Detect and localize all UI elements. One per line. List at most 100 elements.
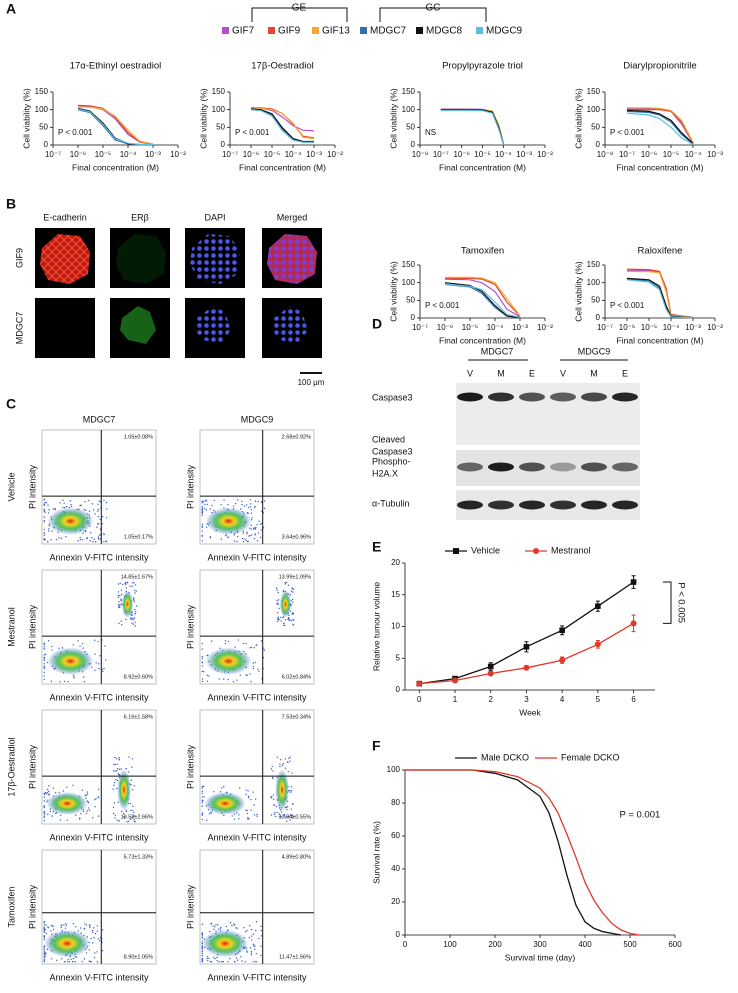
event-dot xyxy=(201,950,203,953)
event-dot xyxy=(118,601,120,603)
annotation: P = 0.001 xyxy=(620,810,661,821)
event-dot xyxy=(248,936,251,939)
event-dot xyxy=(284,758,287,760)
event-dot xyxy=(233,813,236,815)
blot-band xyxy=(519,462,545,472)
event-dot xyxy=(253,945,255,947)
y-axis-label: PI intensity xyxy=(185,744,195,789)
event-dot xyxy=(253,804,255,806)
marker xyxy=(416,680,423,687)
event-dot xyxy=(113,802,116,804)
x-tick-label: 10⁻³ xyxy=(516,150,532,159)
y-axis-label: Cell viability (%) xyxy=(198,88,208,149)
event-dot xyxy=(206,674,208,677)
event-dot xyxy=(44,539,46,541)
density-blob xyxy=(117,769,131,811)
event-dot xyxy=(259,536,262,539)
event-dot xyxy=(248,817,250,820)
event-dot xyxy=(89,925,91,927)
event-dot xyxy=(232,505,235,508)
event-dot xyxy=(251,534,253,536)
event-dot xyxy=(64,927,67,929)
event-dot xyxy=(97,538,100,540)
series-line xyxy=(626,270,694,318)
event-dot xyxy=(206,503,208,506)
event-dot xyxy=(99,528,102,530)
event-dot xyxy=(283,813,286,816)
event-dot xyxy=(275,815,277,818)
event-dot xyxy=(54,792,57,794)
series-line xyxy=(251,107,315,140)
series-line xyxy=(444,283,521,318)
event-dot xyxy=(250,503,252,505)
event-dot xyxy=(47,512,50,514)
y-tick-label: 0 xyxy=(44,140,49,149)
annotation: P < 0.001 xyxy=(425,301,460,310)
legend-marker xyxy=(453,548,459,554)
x-tick-label: 0 xyxy=(403,940,408,949)
event-dot xyxy=(201,787,203,789)
quadrant-lines xyxy=(200,430,314,544)
event-dot xyxy=(241,960,243,962)
event-dot xyxy=(67,681,69,683)
event-dot xyxy=(209,537,212,539)
event-dot xyxy=(126,581,128,584)
event-dot xyxy=(43,819,45,822)
y-axis-label: PI intensity xyxy=(185,604,195,649)
axis xyxy=(419,92,545,146)
event-dot xyxy=(254,500,257,502)
event-dot xyxy=(91,929,94,932)
event-dot xyxy=(201,540,203,542)
event-dot xyxy=(254,527,256,529)
event-dot xyxy=(250,798,252,801)
event-dot xyxy=(201,500,203,503)
event-dot xyxy=(201,657,203,660)
event-dot xyxy=(43,927,45,930)
event-dot xyxy=(43,800,45,802)
x-axis-label: Final concentration (M) xyxy=(72,162,159,172)
event-dot xyxy=(242,541,245,543)
event-dot xyxy=(47,790,50,793)
event-dot xyxy=(67,958,69,961)
event-dot xyxy=(201,933,203,935)
y-tick-label: 0 xyxy=(411,140,416,149)
event-dot xyxy=(43,946,45,948)
series-line xyxy=(444,282,521,319)
event-dot xyxy=(235,957,238,959)
cell-cluster xyxy=(120,306,156,344)
event-dot xyxy=(246,812,249,815)
quadrant-lines xyxy=(42,850,156,964)
y-tick-label: 150 xyxy=(587,87,601,96)
event-dot xyxy=(43,521,45,523)
quadrant-value: 11.47±1.56% xyxy=(279,954,311,960)
event-dot xyxy=(92,817,94,819)
event-dot xyxy=(201,949,203,951)
event-dot xyxy=(246,541,249,543)
event-dot xyxy=(121,624,123,626)
blot-band xyxy=(581,500,607,510)
event-dot xyxy=(201,680,204,683)
event-dot xyxy=(91,503,93,505)
event-dot xyxy=(120,589,123,592)
event-dot xyxy=(84,794,86,797)
event-dot xyxy=(101,949,104,952)
x-tick-label: 10⁻⁵ xyxy=(264,150,280,159)
blot-band xyxy=(457,462,483,472)
blot-band xyxy=(612,392,638,402)
y-axis-label: PI intensity xyxy=(27,464,37,509)
event-dot xyxy=(65,923,67,925)
event-dot xyxy=(242,532,245,534)
event-dot xyxy=(114,756,116,759)
event-dot xyxy=(255,644,257,647)
blot-band xyxy=(612,462,638,472)
y-tick-label: 0 xyxy=(396,685,401,694)
event-dot xyxy=(128,756,130,758)
series-line xyxy=(77,108,153,146)
event-dot xyxy=(277,591,279,594)
event-dot xyxy=(133,600,135,603)
event-dot xyxy=(251,517,253,519)
x-axis-label: Survival time (day) xyxy=(505,952,576,962)
event-dot xyxy=(291,588,293,590)
event-dot xyxy=(272,794,275,796)
event-dot xyxy=(94,513,96,515)
